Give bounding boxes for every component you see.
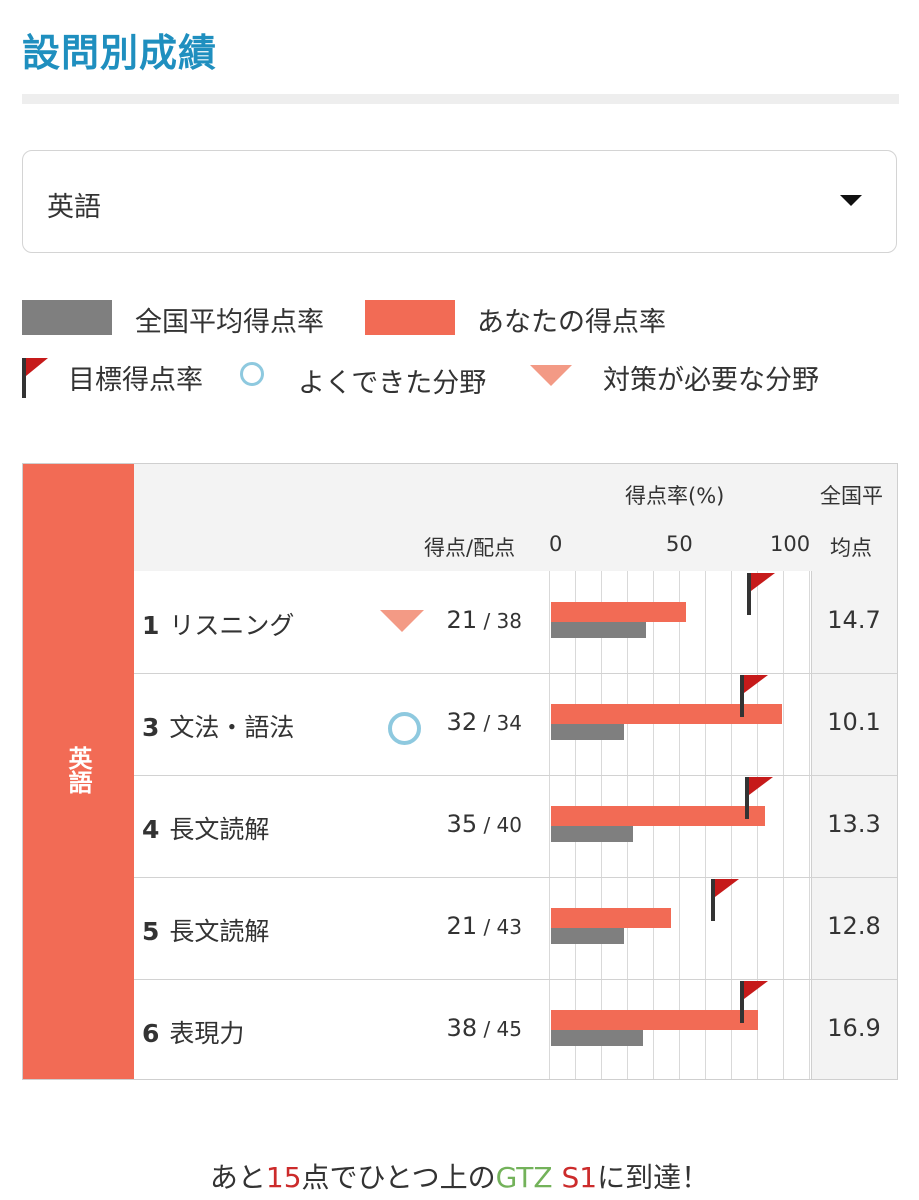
target-flag-icon — [747, 573, 776, 615]
avg-column — [811, 571, 897, 1079]
good-circle-icon — [240, 362, 264, 386]
header-avg-label-line2: 均点 — [830, 536, 872, 560]
footer-gtz: GTZ — [495, 1161, 553, 1194]
header-avg-label-line1: 全国平 — [820, 484, 883, 508]
row-section-name: 1 リスニング — [142, 606, 294, 642]
row-national-avg: 13.3 — [827, 810, 881, 838]
title-divider — [22, 94, 899, 104]
header-tick-0: 0 — [549, 532, 563, 556]
subject-column: 英語 — [23, 464, 134, 1079]
legend-row-markers: 目標得点率 よくできた分野 対策が必要な分野 — [22, 358, 899, 399]
chart-gridline — [549, 571, 550, 1079]
footer-prefix: あと — [209, 1161, 266, 1194]
row-national-avg: 12.8 — [827, 912, 881, 940]
legend-national-swatch — [22, 300, 112, 335]
footer-level: S1 — [561, 1161, 598, 1194]
legend-good-label: よくできた分野 — [298, 368, 487, 399]
page-title: 設問別成績 — [22, 31, 218, 75]
legend-national-label: 全国平均得点率 — [135, 307, 324, 338]
row-section-label: 長文読解 — [169, 815, 270, 844]
legend-your-swatch — [365, 300, 455, 335]
chart-gridline — [783, 571, 784, 1079]
footer-suffix: に到達！ — [597, 1161, 710, 1194]
target-flag-icon — [710, 879, 739, 921]
footer-points: 15 — [265, 1161, 302, 1194]
row-section-number: 4 — [142, 815, 160, 844]
chart-gridline — [809, 571, 810, 1079]
footer-message: あと15点でひとつ上のGTZ S1に到達！ — [0, 1156, 919, 1196]
row-section-label: 文法・語法 — [169, 713, 295, 742]
row-score-max: / 43 — [477, 915, 522, 939]
row-section-name: 3 文法・語法 — [142, 708, 294, 744]
row-section-number: 6 — [142, 1019, 160, 1048]
row-score-value: 35 — [446, 810, 478, 838]
row-section-name: 6 表現力 — [142, 1014, 244, 1050]
row-score-value: 21 — [446, 912, 478, 940]
row-score-max: / 45 — [477, 1017, 522, 1041]
national-rate-bar — [551, 724, 624, 740]
target-flag-icon — [745, 777, 773, 819]
row-section-label: リスニング — [169, 611, 295, 640]
your-rate-bar — [551, 908, 671, 928]
header-score-label: 得点/配点 — [424, 536, 516, 560]
needs-work-triangle-icon — [380, 610, 424, 632]
target-flag-icon — [22, 358, 48, 398]
row-score-value: 21 — [446, 606, 478, 634]
row-national-avg: 10.1 — [827, 708, 881, 736]
header-tick-100: 100 — [770, 532, 811, 556]
subject-select-value: 英語 — [47, 192, 101, 223]
row-score-max: / 40 — [477, 813, 522, 837]
avg-column-divider — [811, 571, 812, 1079]
row-score: 21 / 43 — [447, 912, 522, 940]
row-score: 32 / 34 — [447, 708, 522, 736]
legend-target-label: 目標得点率 — [68, 365, 203, 396]
row-score-max: / 38 — [477, 609, 522, 633]
subject-select[interactable]: 英語 — [22, 150, 897, 253]
subject-label: 英語 — [64, 746, 92, 794]
your-rate-bar — [551, 704, 782, 724]
legend-your-label: あなたの得点率 — [477, 307, 666, 338]
national-rate-bar — [551, 928, 624, 944]
row-national-avg: 16.9 — [827, 1014, 881, 1042]
your-rate-bar — [551, 602, 687, 622]
target-flag-icon — [740, 675, 769, 717]
national-rate-bar — [551, 826, 633, 842]
row-divider — [134, 673, 897, 674]
row-section-label: 表現力 — [169, 1019, 245, 1048]
row-score-value: 32 — [446, 708, 478, 736]
target-flag-icon — [740, 981, 769, 1023]
row-section-name: 4 長文読解 — [142, 810, 269, 846]
row-divider — [134, 877, 897, 878]
row-section-number: 5 — [142, 917, 160, 946]
your-rate-bar — [551, 1010, 758, 1030]
header-rate-label: 得点率(%) — [625, 484, 725, 508]
row-national-avg: 14.7 — [827, 606, 881, 634]
row-section-number: 3 — [142, 713, 160, 742]
needs-work-triangle-icon — [530, 365, 572, 386]
national-rate-bar — [551, 1030, 644, 1046]
row-section-label: 長文読解 — [169, 917, 270, 946]
good-circle-icon — [388, 712, 421, 745]
footer-mid: 点でひとつ上の — [301, 1161, 496, 1194]
your-rate-bar — [551, 806, 766, 826]
row-score: 38 / 45 — [447, 1014, 522, 1042]
row-divider — [134, 775, 897, 776]
legend-row-bars: 全国平均得点率 あなたの得点率 — [22, 300, 899, 340]
caret-down-icon — [840, 195, 862, 206]
row-section-number: 1 — [142, 611, 160, 640]
table-header — [134, 464, 897, 571]
row-divider — [134, 979, 897, 980]
header-tick-50: 50 — [666, 532, 693, 556]
row-score: 21 / 38 — [447, 606, 522, 634]
row-score: 35 / 40 — [447, 810, 522, 838]
legend-needs-work-label: 対策が必要な分野 — [603, 365, 819, 396]
row-section-name: 5 長文読解 — [142, 912, 269, 948]
row-score-value: 38 — [446, 1014, 478, 1042]
score-table: 英語 得点率(%) 全国平 得点/配点 0 50 100 均点 1 リスニング 21… — [22, 463, 898, 1080]
row-score-max: / 34 — [477, 711, 522, 735]
national-rate-bar — [551, 622, 646, 638]
